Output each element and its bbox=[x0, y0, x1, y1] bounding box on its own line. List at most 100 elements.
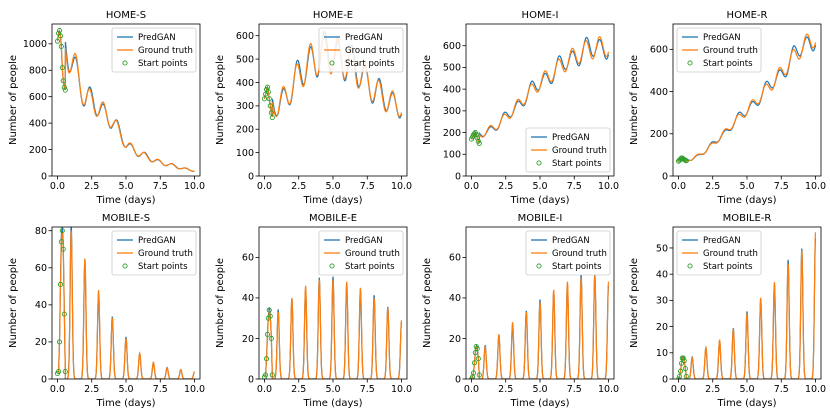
x-tick-label: 10.0 bbox=[805, 384, 826, 395]
start-point bbox=[264, 331, 271, 337]
legend-ground-truth-label: Ground truth bbox=[552, 249, 607, 259]
x-tick-label: 0.0 bbox=[257, 181, 272, 192]
x-tick-label: 0.0 bbox=[50, 384, 65, 395]
x-tick-label: 5.0 bbox=[118, 181, 133, 192]
start-point bbox=[56, 339, 63, 345]
y-tick-label: 60 bbox=[35, 263, 47, 274]
legend-ground-truth-label: Ground truth bbox=[703, 46, 758, 56]
x-axis-label: Time (days) bbox=[716, 195, 776, 206]
y-tick-label: 60 bbox=[449, 253, 461, 264]
start-point bbox=[263, 356, 270, 362]
y-tick-label: 0 bbox=[41, 171, 47, 182]
start-point bbox=[57, 33, 64, 39]
legend-ground-truth-label: Ground truth bbox=[138, 46, 193, 56]
panel-title: HOME-I bbox=[522, 10, 559, 21]
y-tick-label: 400 bbox=[650, 87, 668, 98]
series-group bbox=[675, 33, 817, 164]
x-axis-label: Time (days) bbox=[716, 398, 776, 409]
start-point bbox=[59, 65, 65, 71]
legend-start-points-label: Start points bbox=[138, 59, 188, 69]
x-tick-label: 0.0 bbox=[464, 181, 479, 192]
legend-start-points-label: Start points bbox=[703, 59, 753, 69]
legend-start-points-swatch bbox=[687, 263, 693, 269]
y-tick-label: 200 bbox=[650, 129, 668, 140]
legend-predgan-label: PredGAN bbox=[552, 236, 590, 246]
y-tick-label: 0 bbox=[41, 374, 47, 385]
x-tick-label: 2.5 bbox=[498, 181, 513, 192]
y-tick-label: 0 bbox=[662, 374, 668, 385]
ground-truth-line bbox=[56, 29, 195, 172]
panel-home-r: HOME-R Time (days) Number of people 0.0 2.5 5… bbox=[629, 10, 826, 206]
y-tick-label: 200 bbox=[236, 125, 254, 136]
start-point bbox=[683, 158, 689, 164]
start-point bbox=[268, 335, 274, 342]
ground-truth-line bbox=[263, 279, 403, 379]
panel-home-s: HOME-S Time (days) Number of people 0.0 2.5 5… bbox=[8, 10, 205, 206]
axes-frame bbox=[672, 226, 822, 380]
y-tick-label: 600 bbox=[236, 31, 254, 42]
legend-start-points-swatch bbox=[329, 263, 335, 269]
legend: PredGAN Ground truth Start points bbox=[318, 27, 404, 73]
x-tick-label: 2.5 bbox=[291, 384, 306, 395]
y-tick-label: 0 bbox=[662, 171, 668, 182]
start-point bbox=[475, 356, 481, 362]
axes-frame bbox=[51, 23, 201, 177]
y-tick-label: 80 bbox=[35, 226, 47, 237]
legend-box bbox=[111, 27, 197, 73]
legend-start-points-label: Start points bbox=[345, 262, 395, 272]
legend-predgan-label: PredGAN bbox=[703, 33, 741, 43]
legend-start-points-swatch bbox=[536, 160, 542, 166]
start-point bbox=[472, 350, 478, 356]
y-tick-label: 30 bbox=[656, 296, 668, 307]
panel-title: HOME-E bbox=[313, 10, 353, 21]
start-point bbox=[56, 28, 63, 34]
ground-truth-line bbox=[678, 33, 817, 162]
legend-start-points-label: Start points bbox=[552, 159, 602, 169]
axes-frame bbox=[672, 23, 822, 177]
x-tick-label: 7.5 bbox=[774, 384, 789, 395]
x-tick-label: 7.5 bbox=[153, 181, 168, 192]
start-point bbox=[677, 373, 683, 379]
start-point bbox=[476, 372, 482, 378]
legend-box bbox=[525, 230, 611, 276]
y-tick-label: 60 bbox=[242, 253, 254, 264]
y-tick-label: 10 bbox=[656, 348, 668, 359]
legend-box bbox=[318, 27, 404, 73]
x-tick-label: 10.0 bbox=[598, 384, 619, 395]
legend: PredGAN Ground truth Start points bbox=[525, 230, 611, 276]
start-point bbox=[61, 84, 67, 90]
start-point bbox=[683, 373, 689, 379]
legend-box bbox=[318, 230, 404, 276]
x-tick-label: 7.5 bbox=[360, 384, 375, 395]
start-point bbox=[56, 369, 62, 375]
start-point bbox=[682, 365, 688, 372]
y-tick-label: 20 bbox=[656, 322, 668, 333]
legend-box bbox=[525, 127, 611, 173]
legend-box bbox=[676, 27, 762, 73]
y-tick-label: 0 bbox=[248, 374, 254, 385]
start-point bbox=[268, 110, 274, 116]
start-point bbox=[471, 360, 478, 366]
legend-box bbox=[111, 230, 197, 276]
start-point bbox=[62, 369, 68, 375]
axes-frame bbox=[258, 23, 408, 177]
x-axis-label: Time (days) bbox=[95, 195, 155, 206]
y-tick-label: 1000 bbox=[23, 39, 47, 50]
x-tick-label: 2.5 bbox=[498, 384, 513, 395]
x-tick-label: 2.5 bbox=[84, 181, 99, 192]
legend-ground-truth-label: Ground truth bbox=[552, 146, 607, 156]
x-tick-label: 10.0 bbox=[598, 181, 619, 192]
x-axis-label: Time (days) bbox=[509, 398, 569, 409]
y-tick-label: 40 bbox=[35, 300, 47, 311]
y-axis-label: Number of people bbox=[215, 258, 226, 348]
legend: PredGAN Ground truth Start points bbox=[676, 27, 762, 73]
legend-start-points-swatch bbox=[122, 60, 128, 66]
y-axis-label: Number of people bbox=[422, 55, 433, 145]
x-axis-label: Time (days) bbox=[302, 195, 362, 206]
legend-box bbox=[676, 230, 762, 276]
x-axis-label: Time (days) bbox=[302, 398, 362, 409]
x-tick-label: 2.5 bbox=[291, 181, 306, 192]
legend-predgan-label: PredGAN bbox=[138, 236, 176, 246]
legend-predgan-label: PredGAN bbox=[138, 33, 176, 43]
x-tick-label: 5.0 bbox=[325, 181, 340, 192]
